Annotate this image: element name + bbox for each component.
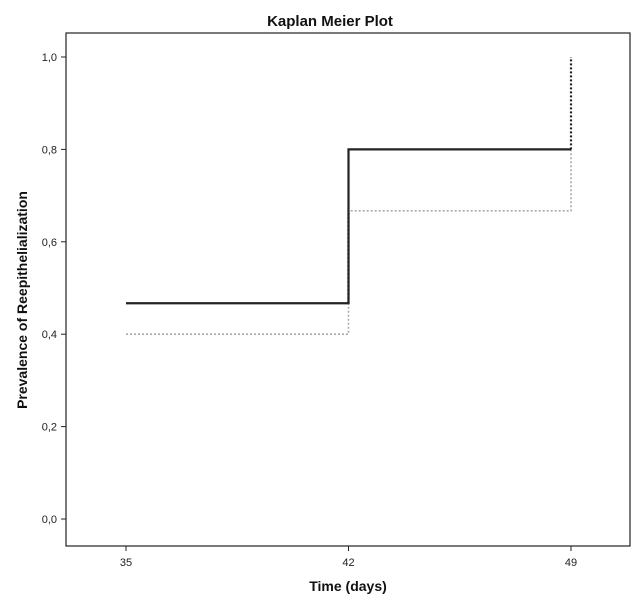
- y-tick-label: 0,4: [42, 329, 57, 341]
- x-tick-label: 42: [342, 557, 354, 569]
- y-tick-label: 1,0: [42, 52, 57, 64]
- series-solid-line: [126, 148, 571, 305]
- y-tick-label: 0,6: [42, 237, 57, 249]
- y-tick-label: 0,8: [42, 144, 57, 156]
- x-tick-label: 35: [120, 557, 132, 569]
- y-axis: 0,0 0,2 0,4 0,6 0,8 1,0: [42, 52, 66, 526]
- y-tick-label: 0,2: [42, 422, 57, 434]
- series-layer: [126, 57, 573, 336]
- y-axis-label: Prevalence of Reepithelialization: [14, 191, 30, 409]
- x-axis-label: Time (days): [309, 578, 387, 594]
- x-tick-label: 49: [565, 557, 577, 569]
- y-tick-label: 0,0: [42, 514, 57, 526]
- x-axis: 35 42 49: [120, 546, 577, 569]
- chart-title: Kaplan Meier Plot: [267, 13, 393, 30]
